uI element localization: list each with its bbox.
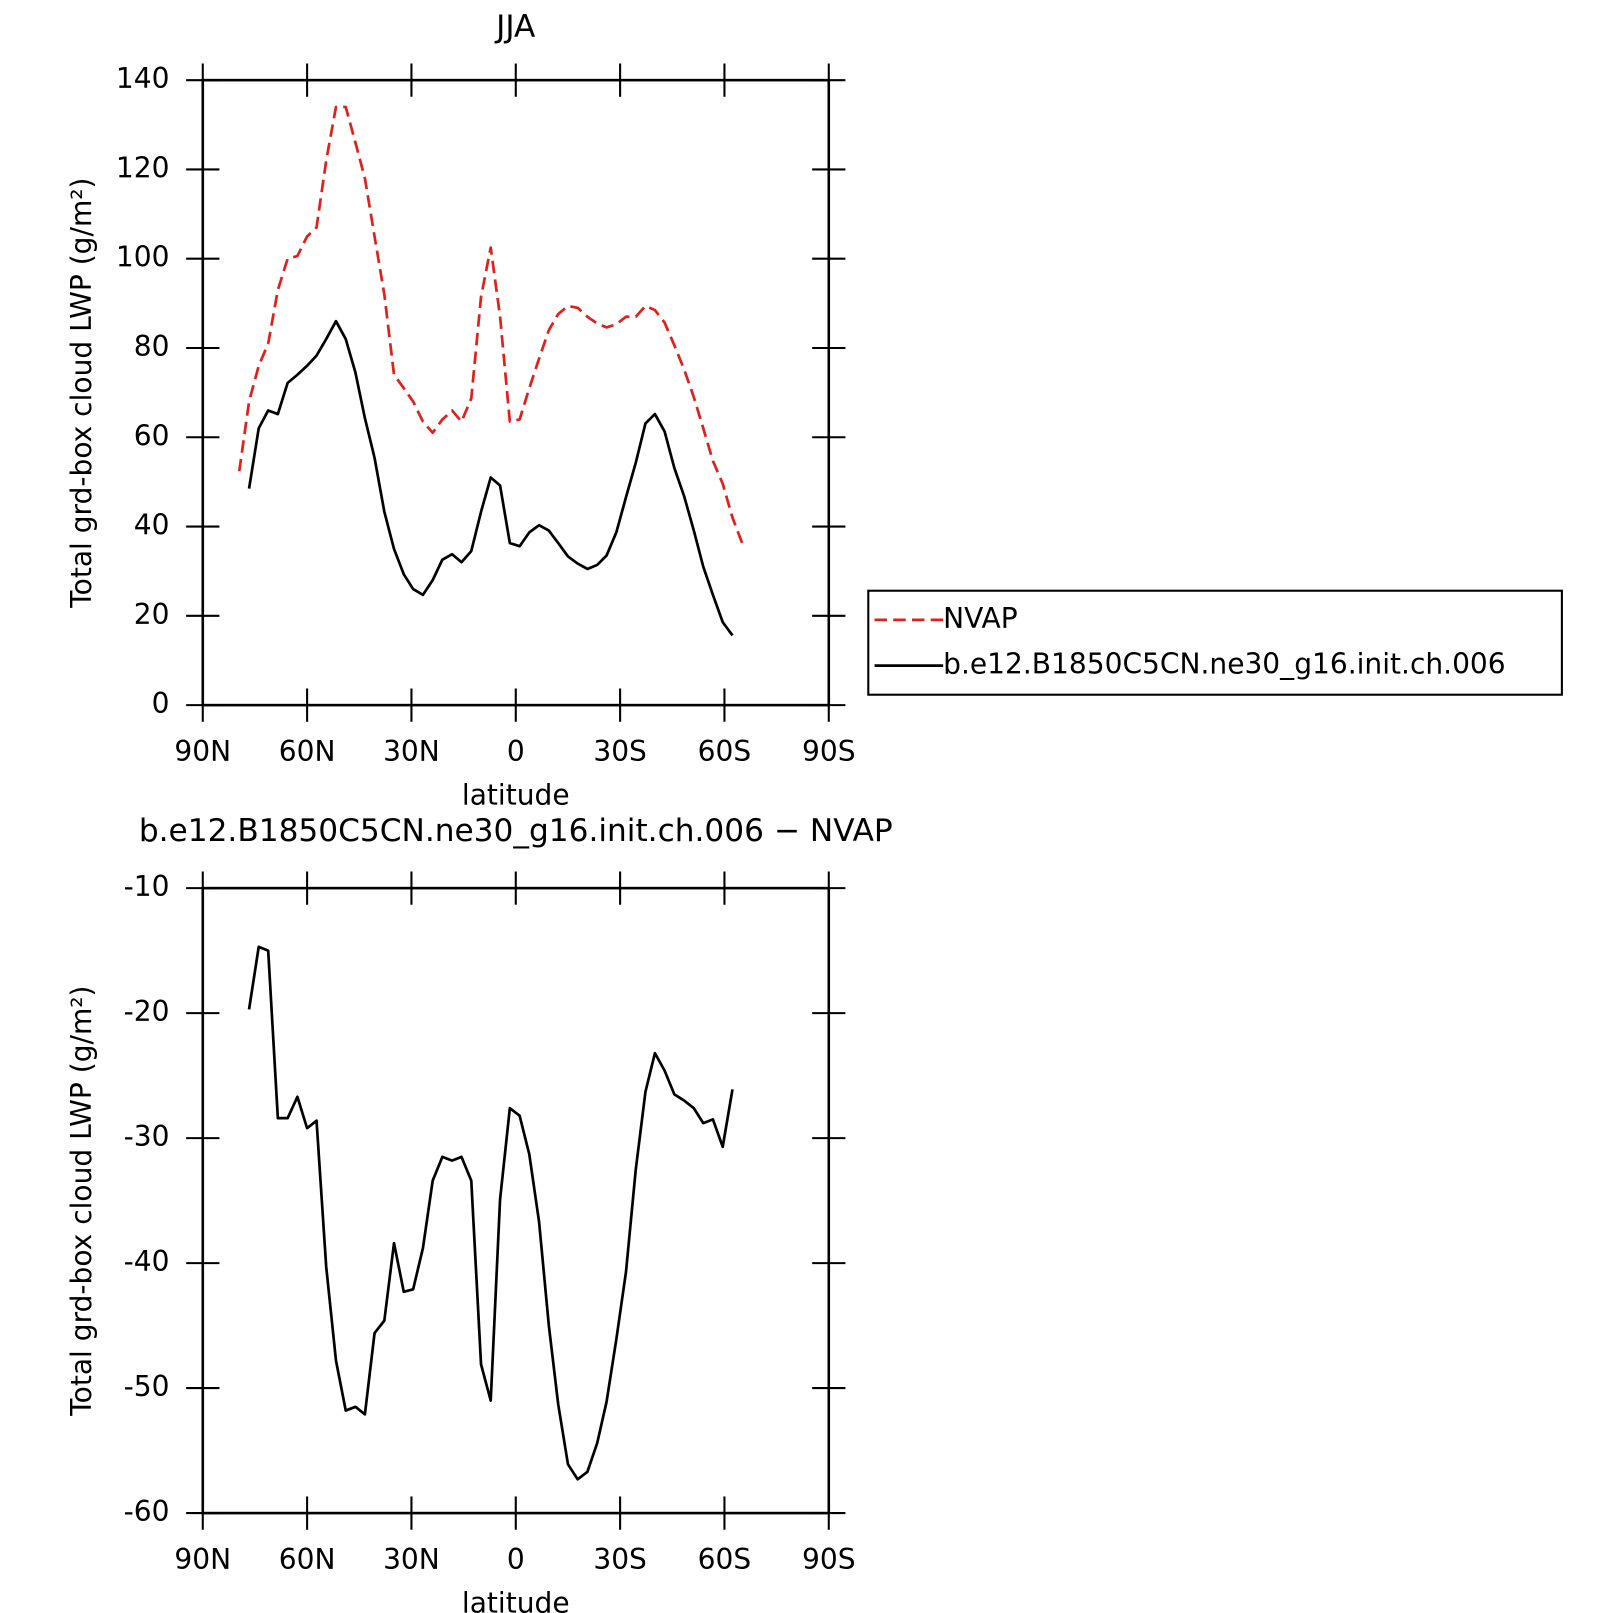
x-tick-label: 90S bbox=[802, 735, 856, 768]
plot-frame bbox=[201, 78, 831, 707]
y-tick-label: 60 bbox=[134, 419, 170, 452]
x-tick-label: 60S bbox=[698, 735, 752, 768]
x-tick-label: 60S bbox=[698, 1543, 752, 1576]
chart-title: b.e12.B1850C5CN.ne30_g16.init.ch.006 − N… bbox=[139, 813, 893, 849]
x-tick-label: 90N bbox=[174, 1543, 231, 1576]
y-tick-label: -10 bbox=[124, 870, 170, 903]
x-tick-label: 30N bbox=[383, 1543, 440, 1576]
x-axis-label: latitude bbox=[462, 1587, 570, 1613]
data-line bbox=[237, 105, 744, 544]
chart-title: JJA bbox=[494, 9, 536, 45]
y-tick-label: -40 bbox=[124, 1245, 170, 1278]
y-tick-label: 80 bbox=[134, 330, 170, 363]
y-tick-label: -20 bbox=[124, 995, 170, 1028]
x-tick-label: 0 bbox=[507, 735, 525, 768]
x-tick-label: 30N bbox=[383, 735, 440, 768]
x-tick-label: 60N bbox=[279, 1543, 336, 1576]
y-tick-label: 100 bbox=[116, 241, 170, 274]
x-axis-label: latitude bbox=[462, 779, 570, 812]
x-tick-label: 90S bbox=[802, 1543, 856, 1576]
plot-frame bbox=[201, 886, 831, 1515]
y-tick-label: 120 bbox=[116, 151, 170, 184]
legend-label: NVAP bbox=[943, 602, 1018, 635]
legend: NVAP b.e12.B1850C5CN.ne30_g16.init.ch.006 bbox=[867, 589, 1563, 696]
data-line bbox=[247, 319, 734, 637]
x-tick-label: 30S bbox=[593, 735, 647, 768]
y-axis-label: Total grd-box cloud LWP (g/m²) bbox=[65, 986, 98, 1417]
x-tick-label: 0 bbox=[507, 1543, 525, 1576]
data-line bbox=[247, 945, 734, 1481]
y-tick-label: 0 bbox=[152, 687, 170, 720]
x-tick-label: 30S bbox=[593, 1543, 647, 1576]
y-axis-label: Total grd-box cloud LWP (g/m²) bbox=[65, 178, 98, 609]
y-tick-label: -50 bbox=[124, 1370, 170, 1403]
legend-label: b.e12.B1850C5CN.ne30_g16.init.ch.006 bbox=[943, 648, 1505, 681]
y-tick-label: -60 bbox=[124, 1495, 170, 1528]
y-tick-label: 40 bbox=[134, 509, 170, 542]
y-tick-label: -30 bbox=[124, 1120, 170, 1153]
x-tick-label: 60N bbox=[279, 735, 336, 768]
y-tick-label: 20 bbox=[134, 598, 170, 631]
y-tick-label: 140 bbox=[116, 62, 170, 95]
x-tick-label: 90N bbox=[174, 735, 231, 768]
legend-box bbox=[867, 589, 1563, 696]
